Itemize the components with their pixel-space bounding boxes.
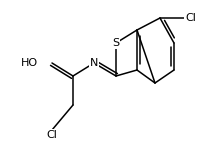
Text: Cl: Cl [184, 13, 195, 23]
Text: Cl: Cl [46, 130, 57, 140]
Text: S: S [112, 38, 119, 48]
Text: HO: HO [21, 58, 38, 68]
Text: N: N [89, 58, 98, 68]
